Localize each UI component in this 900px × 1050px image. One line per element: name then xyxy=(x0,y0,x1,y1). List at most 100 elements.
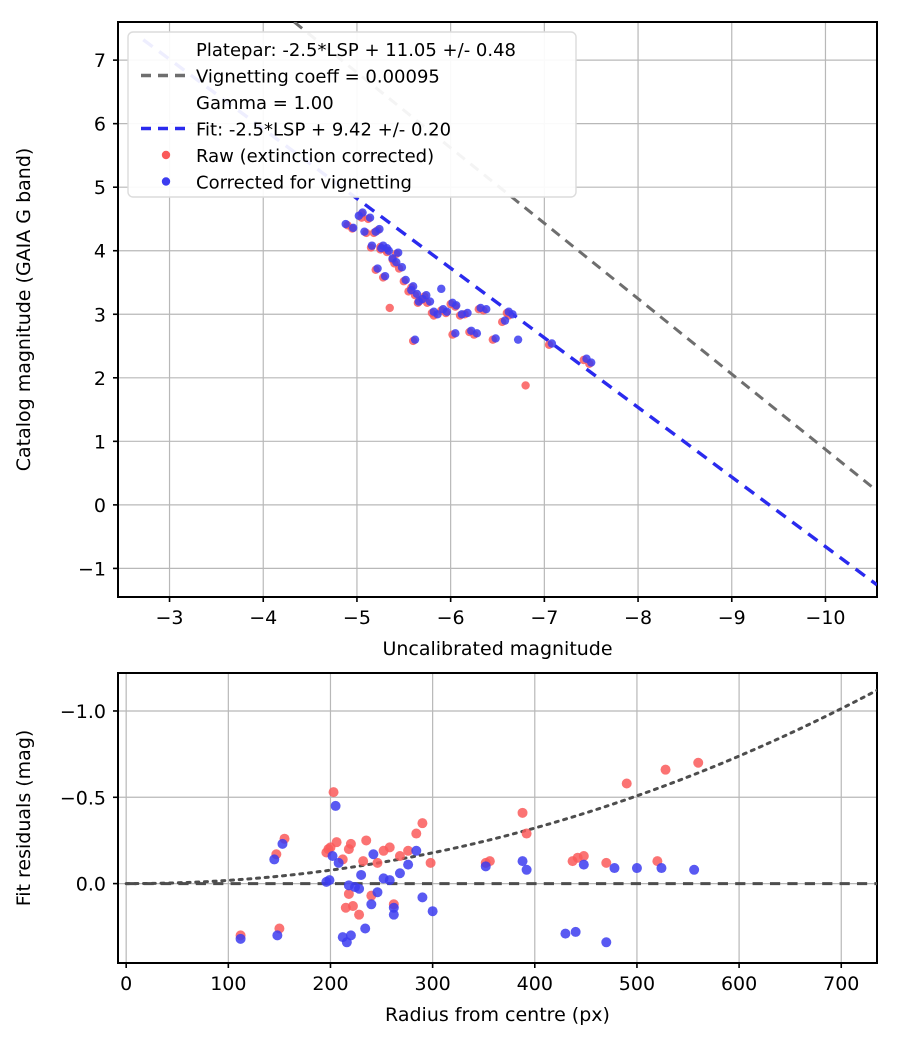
main-plot-data-point xyxy=(385,303,394,313)
main-plot-xtick-label: −8 xyxy=(624,607,652,629)
residuals-plot-xtick-label: 700 xyxy=(823,973,859,995)
residuals-plot-xtick-label: 100 xyxy=(210,973,246,995)
residuals-plot-data-point xyxy=(560,928,571,939)
legend-label: Gamma = 1.00 xyxy=(196,93,334,114)
residuals-plot-data-point xyxy=(411,845,422,856)
residuals-plot-data-point xyxy=(417,818,428,829)
main-plot-data-point xyxy=(360,227,369,236)
residuals-plot-data-point xyxy=(609,863,620,874)
main-plot-xtick-label: −4 xyxy=(249,607,277,629)
residuals-plot-data-point xyxy=(384,875,395,886)
main-plot-xtick-label: −7 xyxy=(530,607,558,629)
residuals-plot-data-point xyxy=(331,837,342,848)
legend: Platepar: -2.5*LSP + 11.05 +/- 0.48 Vigne… xyxy=(127,31,577,198)
residuals-plot-data-point xyxy=(411,828,422,839)
legend-raw-marker-swatch xyxy=(161,150,171,160)
main-plot-data-point xyxy=(380,271,390,281)
residuals-plot-data-point xyxy=(388,902,399,913)
main-plot-data-point xyxy=(451,329,460,338)
residuals-plot-data-point xyxy=(631,863,642,874)
residuals-plot-data-point xyxy=(330,800,341,811)
residuals-plot-data-point xyxy=(384,842,395,853)
residuals-plot-data-point xyxy=(354,883,365,894)
main-plot-data-point xyxy=(408,282,418,291)
main-plot-data-point xyxy=(521,381,530,390)
main-plot-ytick-label: 3 xyxy=(94,304,106,326)
main-plot-data-point xyxy=(384,246,393,255)
residuals-plot-data-point xyxy=(328,787,339,798)
residuals-plot-data-point xyxy=(689,864,700,875)
residuals-plot-data-point xyxy=(480,861,491,872)
main-plot-data-point xyxy=(491,334,500,343)
main-plot-ytick-label: −1 xyxy=(78,558,106,580)
residuals-plot-xtick-label: 0 xyxy=(120,973,132,995)
residuals-plot-data-point xyxy=(333,857,344,868)
main-plot-data-point xyxy=(472,329,482,338)
main-plot-xtick-label: −5 xyxy=(343,607,371,629)
legend-box xyxy=(127,31,577,198)
legend-label: Vignetting coeff = 0.00095 xyxy=(196,67,440,88)
main-plot-data-point xyxy=(437,284,446,294)
residuals-plot-ticks: 0 100 200 300 400 500 600 700 0.0 −0.5 −1.0 xyxy=(60,701,860,995)
residuals-plot-data-point xyxy=(388,909,399,920)
residuals-plot-xaxis-label: Radius from centre (px) xyxy=(385,1004,610,1026)
residuals-plot-data-point xyxy=(324,875,335,886)
main-plot-yaxis-label: Catalog magnitude (GAIA G band) xyxy=(13,148,35,472)
residuals-plot-data-point xyxy=(578,850,589,861)
residuals-plot-data-point xyxy=(269,854,280,865)
residuals-plot-data-point xyxy=(356,869,367,880)
residuals-plot-data-point xyxy=(345,930,356,941)
main-plot-data-point xyxy=(508,310,517,319)
residuals-plot-data-point xyxy=(361,835,372,846)
main-plot-data-point xyxy=(358,208,367,217)
legend-entry: Vignetting coeff = 0.00095 xyxy=(141,67,440,88)
main-plot-data-point xyxy=(397,263,407,272)
main-plot-xtick-label: −9 xyxy=(718,607,746,629)
residuals-plot-data-point xyxy=(403,859,414,870)
main-plot-ytick-label: 1 xyxy=(94,431,106,453)
main-plot-axes: −3 −4 −5 −6 −7 −8 −9 −10−101234567Uncalibrated … xyxy=(13,21,878,660)
main-plot-xtick-label: −10 xyxy=(805,607,845,629)
residuals-plot-data-point xyxy=(656,863,667,874)
residuals-plot-data-point xyxy=(521,828,532,839)
residuals-plot-plot-frame xyxy=(117,672,878,964)
main-plot-data-point xyxy=(422,291,431,300)
residuals-plot-data-point xyxy=(343,888,354,899)
residuals-plot-data-point xyxy=(366,899,377,910)
residuals-plot-data-point xyxy=(354,909,365,920)
main-plot-data-point xyxy=(452,301,461,310)
residuals-plot-data-point xyxy=(427,906,438,917)
residuals-plot-axes: 0 100 200 300 400 500 600 700 0.0 −0.5 −1.0 Radius … xyxy=(13,672,878,1026)
residuals-plot-xtick-label: 200 xyxy=(312,973,348,995)
residuals-plot-data-point xyxy=(403,845,414,856)
residuals-plot-series-0 xyxy=(235,757,704,941)
legend-entry: Raw (extinction corrected) xyxy=(161,146,434,167)
residuals-plot-xtick-label: 500 xyxy=(619,973,655,995)
residuals-plot-lines xyxy=(124,688,877,886)
residuals-plot-ytick-label: −0.5 xyxy=(60,787,106,809)
main-plot-data-point xyxy=(412,289,422,299)
legend-label: Raw (extinction corrected) xyxy=(196,146,434,167)
residuals-plot-data-point xyxy=(578,859,589,870)
legend-label: Platepar: -2.5*LSP + 11.05 +/- 0.48 xyxy=(196,40,516,61)
residuals-plot-ytick-label: −1.0 xyxy=(60,701,106,723)
main-plot-data-point xyxy=(373,264,382,273)
residuals-plot-line xyxy=(124,688,877,886)
residuals-plot-data-point xyxy=(425,857,436,868)
main-plot-data-point xyxy=(349,223,358,233)
residuals-plot-data-point xyxy=(621,778,632,789)
main-plot-data-point xyxy=(401,275,410,285)
main-plot-xtick-label: −3 xyxy=(156,607,184,629)
main-plot-series-1 xyxy=(341,208,596,367)
legend-corrected-marker-swatch xyxy=(161,177,171,186)
main-plot-data-point xyxy=(341,219,350,229)
legend-entry: Corrected for vignetting xyxy=(161,173,412,194)
residuals-plot-data-point xyxy=(517,856,528,867)
main-plot-ytick-label: 6 xyxy=(94,114,106,136)
main-plot-ytick-label: 2 xyxy=(94,368,106,390)
residuals-plot-data-point xyxy=(372,857,383,868)
residuals-plot-data-point xyxy=(277,838,288,849)
main-plot-data-point xyxy=(393,248,403,257)
